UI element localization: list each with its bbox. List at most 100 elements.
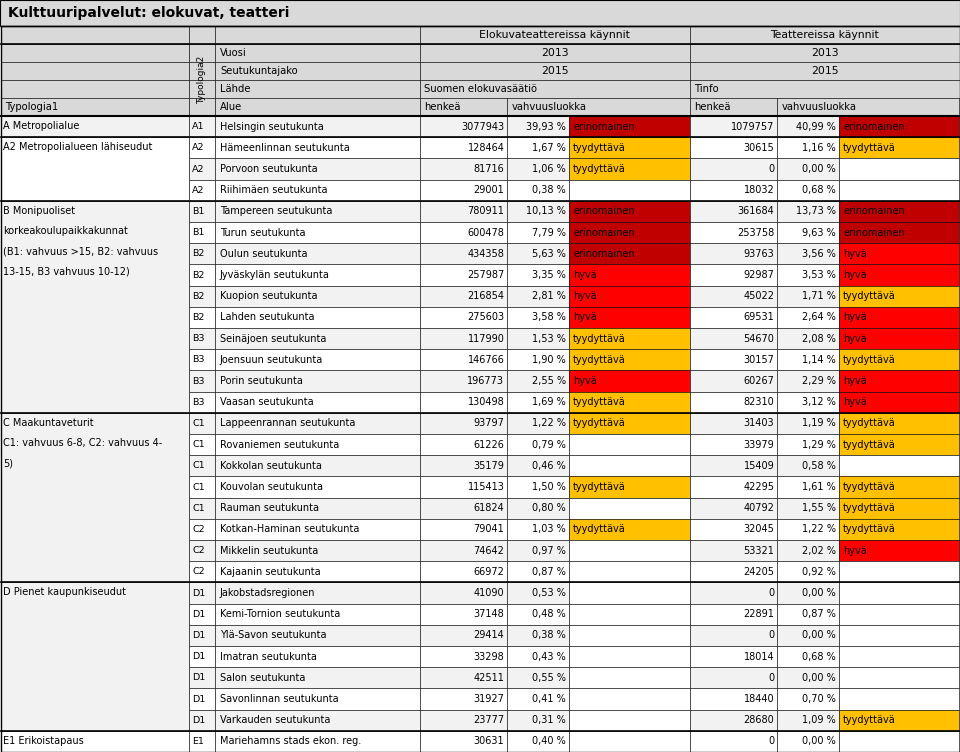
Text: 30157: 30157: [743, 355, 775, 365]
Bar: [188, 731, 215, 752]
Text: D1: D1: [192, 589, 205, 598]
Bar: [568, 625, 689, 646]
Bar: [1, 137, 188, 201]
Bar: [1, 98, 188, 116]
Bar: [689, 731, 777, 752]
Text: 0: 0: [768, 164, 775, 174]
Text: 31403: 31403: [744, 418, 775, 429]
Bar: [420, 349, 507, 371]
Bar: [507, 222, 568, 243]
Bar: [188, 498, 215, 519]
Text: tyydyttävä: tyydyttävä: [843, 355, 896, 365]
Bar: [689, 265, 777, 286]
Text: 0,97 %: 0,97 %: [532, 546, 566, 556]
Text: C1: C1: [192, 419, 204, 428]
Bar: [420, 116, 507, 137]
Text: 2,02 %: 2,02 %: [803, 546, 836, 556]
Bar: [568, 201, 689, 222]
Text: D Pienet kaupunkiseudut: D Pienet kaupunkiseudut: [3, 587, 126, 598]
Text: Kulttuuripalvelut: elokuvat, teatteri: Kulttuuripalvelut: elokuvat, teatteri: [8, 6, 289, 20]
Text: 0,00 %: 0,00 %: [803, 164, 836, 174]
Text: Salon seutukunta: Salon seutukunta: [220, 673, 305, 683]
Bar: [420, 159, 507, 180]
Bar: [777, 710, 839, 731]
Text: tyydyttävä: tyydyttävä: [573, 355, 626, 365]
Bar: [839, 328, 959, 349]
Bar: [568, 392, 689, 413]
Text: tyydyttävä: tyydyttävä: [573, 164, 626, 174]
Text: Alue: Alue: [220, 102, 242, 112]
Bar: [777, 307, 839, 328]
Bar: [777, 455, 839, 477]
Text: 7,79 %: 7,79 %: [532, 228, 566, 238]
Text: hyvä: hyvä: [573, 291, 597, 302]
Text: 128464: 128464: [468, 143, 504, 153]
Bar: [689, 519, 777, 540]
Text: Oulun seutukunta: Oulun seutukunta: [220, 249, 307, 259]
Bar: [839, 625, 959, 646]
Text: 3,56 %: 3,56 %: [803, 249, 836, 259]
Bar: [507, 455, 568, 477]
Bar: [215, 667, 420, 688]
Text: 79041: 79041: [473, 524, 504, 535]
Bar: [215, 710, 420, 731]
Text: 0,38 %: 0,38 %: [533, 630, 566, 641]
Bar: [215, 498, 420, 519]
Bar: [420, 498, 507, 519]
Text: A2: A2: [192, 144, 204, 153]
Bar: [568, 222, 689, 243]
Text: vahvuusluokka: vahvuusluokka: [512, 102, 587, 112]
Text: 69531: 69531: [744, 312, 775, 323]
Bar: [689, 159, 777, 180]
Text: B2: B2: [192, 250, 204, 258]
Text: C1: C1: [192, 483, 204, 492]
Bar: [689, 688, 777, 710]
Bar: [689, 307, 777, 328]
Text: B1: B1: [192, 228, 204, 237]
Text: 23777: 23777: [473, 715, 504, 725]
Text: 1,55 %: 1,55 %: [803, 503, 836, 513]
Bar: [420, 540, 507, 561]
Text: Tampereen seutukunta: Tampereen seutukunta: [220, 206, 332, 217]
Bar: [1, 26, 188, 44]
Bar: [839, 180, 959, 201]
Bar: [568, 434, 689, 455]
Bar: [777, 159, 839, 180]
Bar: [777, 688, 839, 710]
Bar: [568, 180, 689, 201]
Bar: [507, 98, 689, 116]
Text: 18440: 18440: [744, 694, 775, 704]
Bar: [568, 688, 689, 710]
Bar: [568, 561, 689, 582]
Text: 28680: 28680: [744, 715, 775, 725]
Bar: [839, 349, 959, 371]
Text: D1: D1: [192, 652, 205, 661]
Text: 2,55 %: 2,55 %: [532, 376, 566, 386]
Bar: [188, 116, 215, 137]
Bar: [839, 371, 959, 392]
Bar: [689, 455, 777, 477]
Bar: [777, 582, 839, 604]
Text: henkeä: henkeä: [424, 102, 461, 112]
Text: 1,29 %: 1,29 %: [803, 440, 836, 450]
Text: 18032: 18032: [744, 185, 775, 196]
Bar: [420, 455, 507, 477]
Text: tyydyttävä: tyydyttävä: [843, 482, 896, 492]
Text: Typologia2: Typologia2: [198, 56, 206, 104]
Text: Varkauden seutukunta: Varkauden seutukunta: [220, 715, 330, 725]
Bar: [1, 116, 188, 137]
Bar: [568, 731, 689, 752]
Bar: [420, 392, 507, 413]
Bar: [420, 646, 507, 667]
Text: 0,40 %: 0,40 %: [533, 736, 566, 747]
Text: 1,16 %: 1,16 %: [803, 143, 836, 153]
Text: 196773: 196773: [468, 376, 504, 386]
Text: 257987: 257987: [468, 270, 504, 280]
Text: Elokuvateattereissa käynnit: Elokuvateattereissa käynnit: [479, 30, 630, 40]
Bar: [689, 180, 777, 201]
Bar: [507, 540, 568, 561]
Bar: [839, 667, 959, 688]
Bar: [507, 201, 568, 222]
Text: Helsingin seutukunta: Helsingin seutukunta: [220, 122, 324, 132]
Bar: [420, 98, 507, 116]
